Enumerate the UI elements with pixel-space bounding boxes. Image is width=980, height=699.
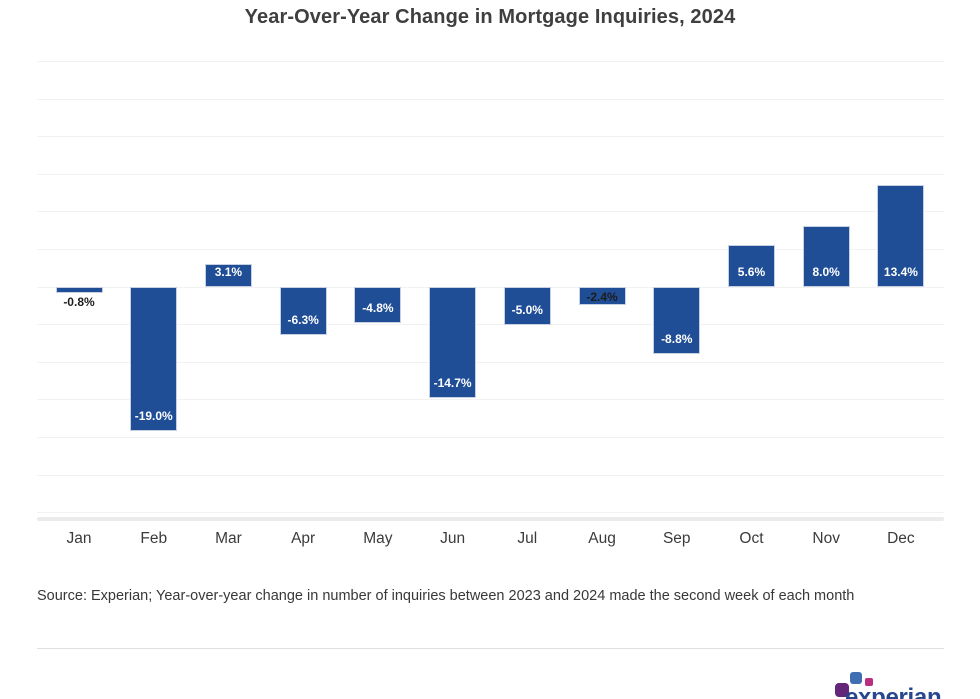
gridline [37,324,944,326]
plot-area: -0.8% -19.0% 3.1% -6.3% -4.8% -14.7% -5.0% -2.4… [37,61,944,522]
divider [37,648,944,649]
experian-logo-text: experian [845,684,942,699]
x-axis-label-jul: Jul [517,530,538,547]
experian-logo: experian [833,670,953,699]
gridline [37,173,944,175]
gridline [37,512,944,514]
bar-label-sep: -8.8% [661,331,693,346]
gridline [37,474,944,476]
bar-label-jul: -5.0% [511,302,543,317]
x-axis-label-jun: Jun [440,530,466,547]
bar-aug [578,287,626,306]
bar-label-mar: 3.1% [214,265,243,279]
bar-label-aug: -2.4% [586,290,618,304]
bar-label-feb: -19.0% [134,409,173,424]
x-axis-label-dec: Dec [887,530,915,547]
bar-label-may: -4.8% [362,301,394,316]
bar-dec [877,185,925,287]
x-axis-label-may: May [363,530,393,547]
bar-nov [802,226,850,287]
bar-feb [130,287,178,432]
gridline [37,61,944,62]
x-axis-labels: Jan Feb Mar Apr May Jun Jul Aug Sep Oct Nov Dec [0,530,980,552]
chart-title: Year-Over-Year Change in Mortgage Inquir… [244,6,736,28]
gridline [37,211,944,213]
gridline [37,399,944,401]
source-note: Source: Experian; Year-over-year change … [37,588,855,604]
x-axis-label-feb: Feb [140,530,168,547]
x-axis-label-nov: Nov [812,530,840,547]
x-axis-label-oct: Oct [739,530,764,547]
bar-label-nov: 8.0% [812,265,840,279]
gridline [37,136,944,138]
bar-may [354,287,402,324]
gridline [37,286,944,288]
x-axis-label-aug: Aug [588,530,616,547]
bar-mar [204,263,252,287]
logo-dot-blue-icon [850,672,862,684]
logo-dot-pink-icon [865,678,873,686]
bar-jan [55,287,103,294]
bar-jun [429,287,477,399]
bar-apr [279,287,327,335]
x-axis-line [37,517,944,521]
bar-sep [653,287,701,354]
x-axis-label-jan: Jan [66,530,92,547]
gridline [37,98,944,100]
x-axis-label-mar: Mar [215,530,242,547]
bar-jul [503,287,551,325]
x-axis-label-apr: Apr [291,530,316,547]
gridline [37,361,944,363]
bar-label-jun: -14.7% [433,376,472,391]
x-axis-label-sep: Sep [662,530,691,547]
bar-label-apr: -6.3% [287,312,319,327]
bar-oct [727,244,775,287]
gridline [37,249,944,250]
bar-label-dec: 13.4% [883,265,918,279]
logo-dot-purple-icon [835,683,849,697]
gridline [37,437,944,438]
bar-label-jan: -0.8% [63,295,95,310]
bar-label-oct: 5.6% [737,265,766,279]
